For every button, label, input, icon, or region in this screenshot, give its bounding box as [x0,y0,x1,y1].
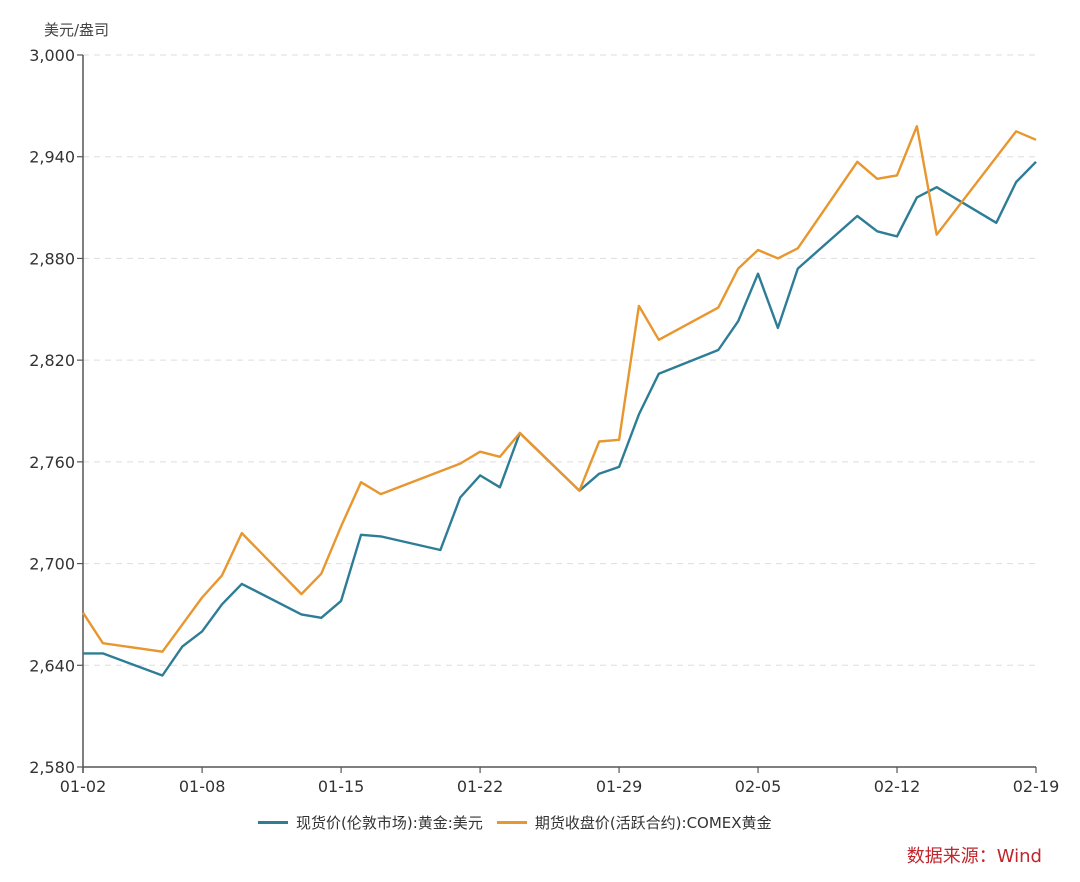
y-tick-label: 2,760 [29,453,75,472]
y-tick-label: 2,580 [29,758,75,777]
data-source-note: 数据来源：Wind [906,846,1042,867]
legend: 现货价(伦敦市场):黄金:美元 期货收盘价(活跃合约):COMEX黄金 [258,812,772,833]
legend-item-futures: 期货收盘价(活跃合约):COMEX黄金 [496,812,772,833]
x-tick-label: 01-02 [60,777,107,796]
y-tick-label: 2,880 [29,249,75,268]
x-tick-label: 02-19 [1013,777,1060,796]
legend-label-futures: 期货收盘价(活跃合约):COMEX黄金 [534,814,772,832]
y-tick-label: 3,000 [29,46,75,65]
x-tick-label: 01-15 [318,777,365,796]
series-lines [81,124,1037,677]
legend-label-spot: 现货价(伦敦市场):黄金:美元 [296,814,483,832]
y-tick-label: 2,820 [29,351,75,370]
x-tick-label: 02-12 [874,777,921,796]
y-tick-label: 2,700 [29,555,75,574]
legend-item-spot: 现货价(伦敦市场):黄金:美元 [258,812,483,833]
series-line-spot [83,160,1037,677]
x-tick-label: 01-22 [457,777,504,796]
series-line-futures [81,124,1037,653]
x-tick-label: 01-08 [179,777,226,796]
x-tick-label: 02-05 [735,777,782,796]
y-axis-unit-label: 美元/盎司 [44,21,109,39]
y-tick-label: 2,940 [29,148,75,167]
axes: 2,580 2,640 2,700 2,760 2,820 2,880 2,940 3,000… [29,46,1059,796]
legend-swatch-spot [258,821,288,824]
legend-swatch-futures [496,821,527,824]
gridlines [83,54,1036,666]
y-tick-label: 2,640 [29,656,75,675]
x-tick-label: 01-29 [596,777,643,796]
